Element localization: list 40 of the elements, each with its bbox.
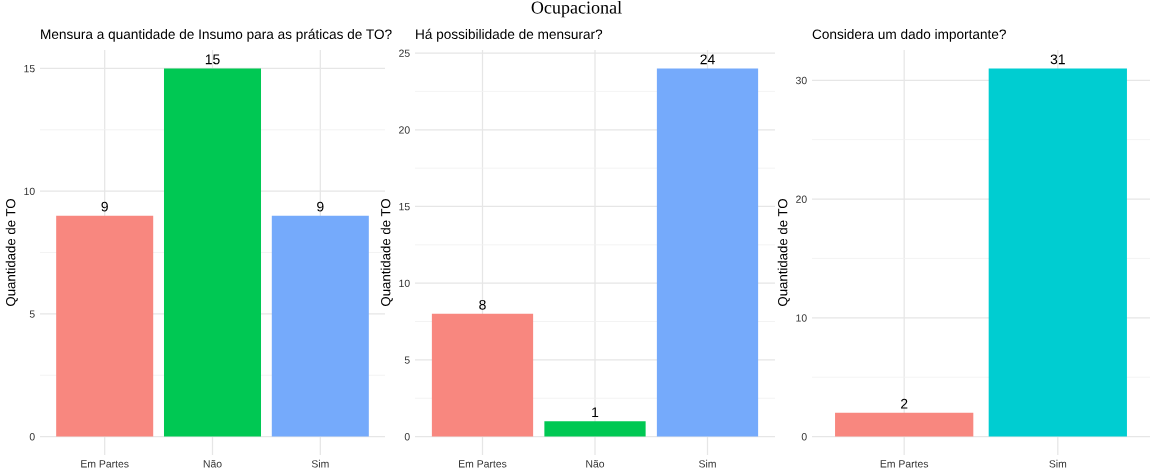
y-tick-label: 0 <box>29 433 35 441</box>
y-tick-label: 15 <box>399 203 410 211</box>
chart-title: Mensura a quantidade de Insumo para as práticas de TO? <box>41 28 392 42</box>
y-tick-label: 20 <box>796 195 807 203</box>
y-tick-label: 20 <box>399 126 410 134</box>
y-axis-title: Quantidade de TO <box>5 199 18 306</box>
x-tick-label: Em Partes <box>459 460 507 468</box>
data-label: 9 <box>101 201 108 212</box>
y-tick-label: 5 <box>404 356 410 364</box>
x-tick-label: Sim <box>1049 459 1067 468</box>
y-tick-label: 5 <box>29 310 35 318</box>
data-label: 2 <box>901 398 908 409</box>
y-tick-label: 10 <box>399 279 410 288</box>
y-axis-title: Quantidade de TO <box>380 199 393 306</box>
x-tick-label: Sim <box>311 459 329 468</box>
y-tick-label: 0 <box>801 433 807 441</box>
y-tick-label: 10 <box>24 187 35 196</box>
y-axis-title: Quantidade de TO <box>777 199 790 306</box>
x-tick-label: Sim <box>699 459 716 468</box>
x-tick-label: Em Partes <box>81 460 129 468</box>
y-tick-label: 30 <box>795 76 807 85</box>
bar <box>431 313 534 437</box>
y-tick-label: 10 <box>796 314 807 322</box>
x-tick-label: Não <box>203 459 222 468</box>
chart-title: Há possibilidade de mensurar? <box>416 28 603 42</box>
bar <box>544 421 646 437</box>
data-label: 24 <box>700 54 715 65</box>
y-tick-label: 0 <box>404 433 410 441</box>
data-label: 31 <box>1050 54 1065 65</box>
text: Ocupacional <box>531 0 622 18</box>
y-tick-label: 15 <box>24 65 35 73</box>
data-label: 8 <box>479 299 486 310</box>
data-label: 1 <box>592 407 599 417</box>
y-tick-label: 25 <box>399 49 410 57</box>
chart-title: Considera um dado importante? <box>812 29 1006 42</box>
x-tick-label: Não <box>586 459 605 468</box>
bar <box>656 68 759 437</box>
x-tick-label: Em Partes <box>880 460 929 468</box>
data-label: 9 <box>317 201 324 212</box>
data-label: 15 <box>205 54 220 65</box>
